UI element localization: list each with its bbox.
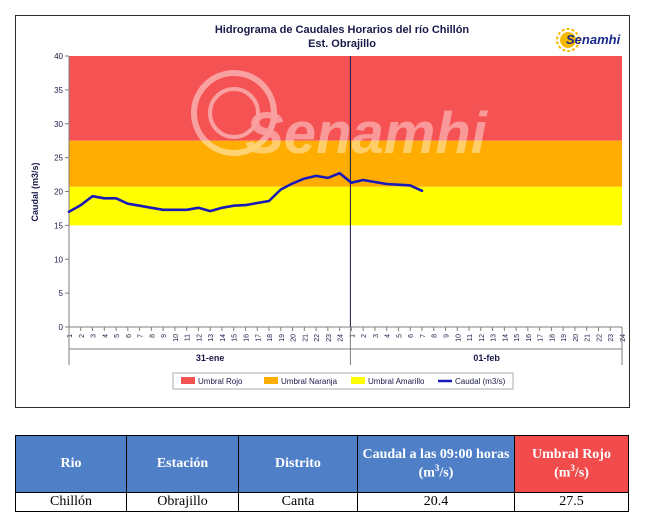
header-caudal: Caudal a las 09:00 horas (m3/s) [357, 435, 515, 493]
cell-estacion: Obrajillo [126, 492, 239, 512]
x-tick-label: 24 [338, 334, 345, 342]
y-tick-label: 15 [54, 221, 63, 230]
logo-text: Senamhi [566, 32, 621, 47]
senamhi-logo: Senamhi [556, 28, 621, 52]
x-tick-label: 21 [302, 334, 309, 342]
header-umbral-label: Umbral Rojo [532, 446, 611, 462]
y-tick-label: 40 [54, 52, 63, 61]
day-label: 01-feb [473, 353, 500, 363]
day-label: 31-ene [196, 353, 225, 363]
x-tick-label: 14 [502, 334, 509, 342]
header-estacion: Estación [126, 435, 239, 493]
cell-rio: Chillón [15, 492, 127, 512]
x-tick-label: 2 [79, 334, 86, 338]
legend-label: Umbral Amarillo [368, 377, 425, 386]
y-tick-label: 5 [59, 289, 64, 298]
header-rio: Rio [15, 435, 127, 493]
chart-title: Hidrograma de Caudales Horarios del río … [215, 24, 470, 36]
y-tick-label: 0 [59, 323, 64, 332]
x-tick-label: 4 [102, 334, 109, 338]
x-tick-label: 17 [538, 334, 545, 342]
header-caudal-label: Caudal a las 09:00 horas [362, 446, 510, 462]
chart-subtitle: Est. Obrajillo [308, 38, 376, 50]
sun-watermark-icon [191, 70, 277, 156]
table-row: Chillón Obrajillo Canta 20.4 27.5 [15, 492, 629, 512]
hydrograph-chart: Senamhi 1 2 3 4 5 6 7 8 9 10 11 12 13 14 15 16 17 18 19 20 2… [30, 24, 627, 390]
x-tick-label: 7 [420, 334, 427, 338]
x-tick-label: 23 [326, 334, 333, 342]
series-line-caudal [67, 171, 424, 214]
x-tick-label: 14 [220, 334, 227, 342]
y-tick-label: 30 [54, 120, 63, 129]
legend-swatch [181, 377, 195, 384]
watermark-text: Senamhi [245, 101, 489, 166]
x-tick-label: 9 [444, 334, 451, 338]
header-distrito: Distrito [238, 435, 358, 493]
y-axis-label: Caudal (m3/s) [30, 162, 40, 221]
y-tick-label: 35 [54, 86, 63, 95]
legend: Umbral Rojo Umbral Naranja Umbral Amarillo… [172, 372, 514, 390]
x-tick-label: 10 [455, 334, 462, 342]
legend-label: Umbral Rojo [198, 377, 243, 386]
x-tick-label: 3 [373, 334, 380, 338]
legend-swatch [351, 377, 365, 384]
sun-logo-icon [556, 28, 580, 52]
x-tick-label: 12 [196, 334, 203, 342]
x-tick-label: 21 [585, 334, 592, 342]
x-tick-label: 22 [596, 334, 603, 342]
x-tick-label: 8 [149, 334, 156, 338]
band-umbral-amarillo [69, 186, 622, 226]
x-tick-label: 8 [432, 334, 439, 338]
x-tick-label: 1 [349, 334, 356, 338]
header-umbral-rojo: Umbral Rojo (m3/s) [514, 435, 629, 493]
cell-umbral-rojo: 27.5 [514, 492, 629, 512]
watermark: Senamhi [191, 70, 489, 166]
x-tick-label: 19 [279, 334, 286, 342]
x-tick-label: 6 [408, 334, 415, 338]
x-tick-label: 3 [91, 334, 98, 338]
x-tick-label: 9 [161, 334, 168, 338]
x-tick-label: 5 [114, 334, 121, 338]
x-tick-label: 12 [479, 334, 486, 342]
x-tick-label: 15 [514, 334, 521, 342]
x-tick-label: 16 [526, 334, 533, 342]
x-tick-label: 2 [361, 334, 368, 338]
data-table: Rio Estación Distrito Caudal a las 09:00… [15, 435, 629, 512]
x-tick-label: 23 [608, 334, 615, 342]
band-umbral-rojo [69, 56, 622, 141]
x-tick-label: 5 [396, 334, 403, 338]
x-tick-label: 7 [138, 334, 145, 338]
chart-panel: Senamhi 1 2 3 4 5 6 7 8 9 10 11 12 13 14 15 16 17 18 19 20 2… [15, 15, 630, 408]
x-tick-label: 20 [573, 334, 580, 342]
x-tick-label: 18 [549, 334, 556, 342]
x-tick-label: 15 [232, 334, 239, 342]
x-tick-label: 20 [291, 334, 298, 342]
x-tick-label: 17 [255, 334, 262, 342]
legend-label: Caudal (m3/s) [455, 377, 506, 386]
legend-label: Umbral Naranja [281, 377, 338, 386]
x-tick-label: 13 [491, 334, 498, 342]
x-tick-label: 19 [561, 334, 568, 342]
x-tick-label: 6 [126, 334, 133, 338]
x-tick-label: 16 [243, 334, 250, 342]
x-tick-label: 22 [314, 334, 321, 342]
table-header-row: Rio Estación Distrito Caudal a las 09:00… [15, 435, 629, 493]
x-tick-label: 11 [467, 334, 474, 341]
x-tick-label: 18 [267, 334, 274, 342]
x-tick-label: 13 [208, 334, 215, 342]
cell-caudal: 20.4 [357, 492, 515, 512]
x-tick-label: 4 [385, 334, 392, 338]
legend-swatch [264, 377, 278, 384]
y-tick-label: 10 [54, 255, 63, 264]
y-tick-label: 25 [54, 154, 63, 163]
x-tick-label: 1 [67, 334, 74, 338]
x-tick-label: 24 [620, 334, 627, 342]
x-tick-label: 11 [185, 334, 192, 341]
cell-distrito: Canta [238, 492, 358, 512]
x-tick-label: 10 [173, 334, 180, 342]
y-tick-label: 20 [54, 188, 63, 197]
